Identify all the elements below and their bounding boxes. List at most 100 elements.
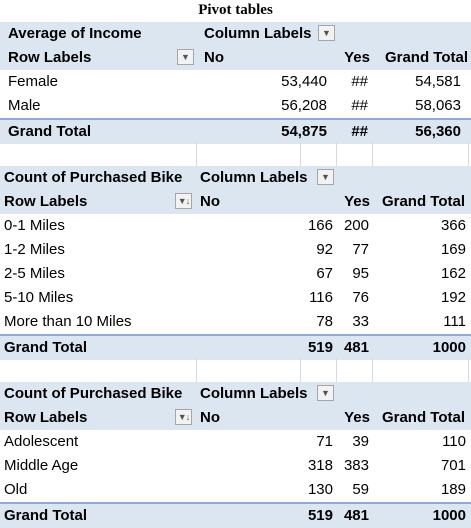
row-label: Male	[8, 94, 41, 118]
value-total: 366	[370, 214, 466, 238]
value-field-label: Count of Purchased Bike	[4, 382, 182, 406]
dropdown-arrow-icon: ▼	[321, 172, 330, 182]
table-row[interactable]: 0-1 Miles 166 200 366	[0, 214, 471, 238]
row-labels-header: Row Labels	[4, 190, 87, 214]
column-labels-header: Column Labels	[200, 382, 308, 406]
row-label: Adolescent	[4, 430, 78, 454]
value-total: 110	[370, 430, 466, 454]
column-labels-header: Column Labels	[200, 166, 308, 190]
dropdown-arrow-icon: ▼	[322, 28, 331, 38]
value-no: 116	[240, 286, 333, 310]
dropdown-arrow-icon: ▼	[181, 52, 190, 62]
row-labels-dropdown-button[interactable]: ▼	[177, 49, 194, 65]
column-labels-dropdown-button[interactable]: ▼	[317, 169, 334, 185]
grand-total-total: 1000	[370, 504, 466, 528]
pivot-table-age-bracket: Count of Purchased Bike Column Labels ▼ …	[0, 382, 471, 528]
value-no: 78	[240, 310, 333, 334]
value-yes: ##	[330, 70, 368, 94]
row-labels-header: Row Labels	[4, 406, 87, 430]
value-yes: 95	[330, 262, 369, 286]
row-labels-filter-button[interactable]: ▼↓	[175, 193, 192, 209]
value-total: 192	[370, 286, 466, 310]
pivot-column-header-row: Row Labels ▼↓ No Yes Grand Total	[0, 190, 471, 214]
value-no: 92	[240, 238, 333, 262]
grand-total-yes: 481	[330, 336, 369, 360]
grand-total-total: 1000	[370, 336, 466, 360]
pivot-value-header-row: Average of Income Column Labels ▼	[0, 22, 471, 46]
column-labels-dropdown-button[interactable]: ▼	[317, 385, 334, 401]
value-yes: 39	[330, 430, 369, 454]
table-row[interactable]: More than 10 Miles 78 33 111	[0, 310, 471, 334]
column-header-no: No	[200, 406, 220, 430]
row-label: 1-2 Miles	[4, 238, 65, 262]
filter-sort-icon: ▼↓	[178, 412, 189, 422]
row-label: Old	[4, 478, 27, 502]
grand-total-label: Grand Total	[4, 504, 87, 528]
pivot-column-header-row: Row Labels ▼↓ No Yes Grand Total	[0, 406, 471, 430]
column-header-no: No	[204, 46, 224, 70]
table-row[interactable]: 1-2 Miles 92 77 169	[0, 238, 471, 262]
row-labels-filter-button[interactable]: ▼↓	[175, 409, 192, 425]
table-row[interactable]: 5-10 Miles 116 76 192	[0, 286, 471, 310]
table-row[interactable]: Male 56,208 ## 58,063	[0, 94, 471, 118]
value-no: 67	[240, 262, 333, 286]
column-header-grand-total: Grand Total	[370, 46, 468, 70]
value-yes: 200	[330, 214, 369, 238]
value-yes: 77	[330, 238, 369, 262]
table-row[interactable]: 2-5 Miles 67 95 162	[0, 262, 471, 286]
grand-total-row[interactable]: Grand Total 54,875 ## 56,360	[0, 118, 471, 144]
value-no: 166	[240, 214, 333, 238]
grand-total-label: Grand Total	[8, 120, 91, 144]
pivot-table-commute-distance: Count of Purchased Bike Column Labels ▼ …	[0, 166, 471, 360]
row-label: 0-1 Miles	[4, 214, 65, 238]
column-header-yes: Yes	[330, 190, 370, 214]
value-field-label: Count of Purchased Bike	[4, 166, 182, 190]
value-yes: 59	[330, 478, 369, 502]
pivot-table-income: Average of Income Column Labels ▼ Row La…	[0, 22, 471, 144]
column-labels-dropdown-button[interactable]: ▼	[318, 25, 335, 41]
value-yes: 76	[330, 286, 369, 310]
value-no: 130	[240, 478, 333, 502]
column-labels-header: Column Labels	[204, 22, 312, 46]
value-yes: 383	[330, 454, 369, 478]
dropdown-arrow-icon: ▼	[321, 388, 330, 398]
column-header-grand-total: Grand Total	[370, 406, 465, 430]
grand-total-row[interactable]: Grand Total 519 481 1000	[0, 334, 471, 360]
grand-total-no: 54,875	[240, 120, 327, 144]
table-row[interactable]: Adolescent 71 39 110	[0, 430, 471, 454]
column-header-yes: Yes	[330, 406, 370, 430]
table-row[interactable]: Middle Age 318 383 701	[0, 454, 471, 478]
row-label: Middle Age	[4, 454, 78, 478]
grand-total-yes: 481	[330, 504, 369, 528]
grand-total-total: 56,360	[370, 120, 461, 144]
value-total: 54,581	[370, 70, 461, 94]
row-label: 5-10 Miles	[4, 286, 73, 310]
value-total: 189	[370, 478, 466, 502]
value-no: 53,440	[240, 70, 327, 94]
table-row[interactable]: Female 53,440 ## 54,581	[0, 70, 471, 94]
row-labels-header: Row Labels	[8, 46, 91, 70]
grand-total-no: 519	[240, 336, 333, 360]
grand-total-yes: ##	[330, 120, 368, 144]
empty-row	[0, 358, 471, 382]
grand-total-label: Grand Total	[4, 336, 87, 360]
value-no: 56,208	[240, 94, 327, 118]
value-total: 701	[370, 454, 466, 478]
value-total: 162	[370, 262, 466, 286]
pivot-value-header-row: Count of Purchased Bike Column Labels ▼	[0, 382, 471, 406]
row-label: More than 10 Miles	[4, 310, 132, 334]
value-total: 58,063	[370, 94, 461, 118]
value-yes: 33	[330, 310, 369, 334]
value-no: 318	[240, 454, 333, 478]
column-header-no: No	[200, 190, 220, 214]
grand-total-row[interactable]: Grand Total 519 481 1000	[0, 502, 471, 528]
sheet-title: Pivot tables	[0, 0, 471, 22]
column-header-yes: Yes	[330, 46, 370, 70]
table-row[interactable]: Old 130 59 189	[0, 478, 471, 502]
pivot-column-header-row: Row Labels ▼ No Yes Grand Total	[0, 46, 471, 70]
row-label: Female	[8, 70, 58, 94]
row-label: 2-5 Miles	[4, 262, 65, 286]
value-no: 71	[240, 430, 333, 454]
grand-total-no: 519	[240, 504, 333, 528]
column-header-grand-total: Grand Total	[370, 190, 465, 214]
